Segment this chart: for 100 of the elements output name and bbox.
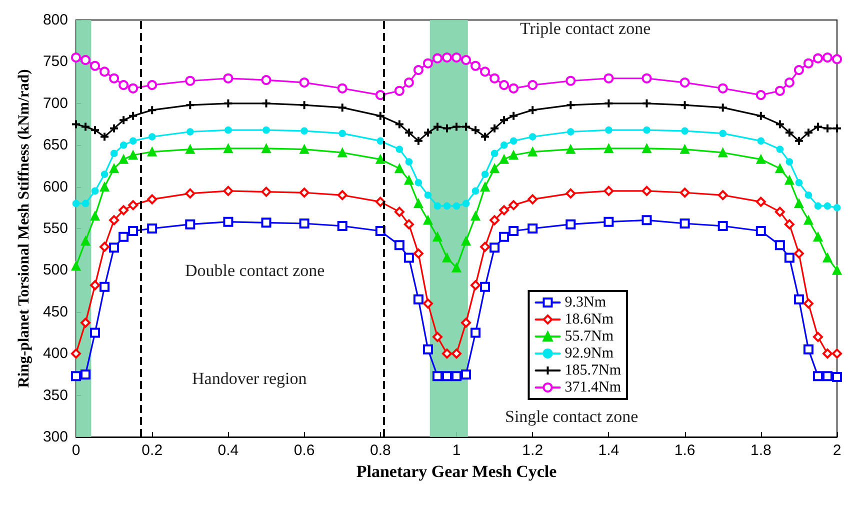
point [90,60,100,71]
point [413,294,424,304]
point [299,100,310,110]
point [338,148,347,158]
x-tick-label: 0.8 [370,442,391,459]
point [422,128,433,138]
point [300,127,308,135]
point [832,266,842,275]
point [452,371,462,382]
point [803,344,814,354]
point [490,73,500,84]
y-tick-label: 400 [42,345,68,362]
point [109,123,120,134]
point [110,150,118,158]
legend-label: 9.3Nm [564,294,606,310]
point [109,215,120,226]
annotation: Triple contact zone [520,19,651,38]
point [499,205,510,216]
point [500,141,508,149]
point [756,154,766,164]
point [774,86,785,96]
x-tick-label: 1.6 [674,442,696,459]
point [566,100,576,110]
point [813,232,823,242]
x-tick-label: 0.6 [294,442,315,459]
point [680,144,690,154]
point [508,83,519,94]
legend-label: 92.9Nm [564,346,614,362]
point [337,190,348,200]
point [223,98,234,108]
y-tick-label: 700 [42,94,68,112]
point [812,53,823,64]
point [404,175,414,185]
annotation: Handover region [192,369,308,388]
point [803,128,814,138]
y-tick-label: 300 [42,428,68,446]
point [442,348,452,359]
point [118,232,129,242]
point [803,58,814,68]
y-tick-label: 550 [42,220,68,237]
point [822,371,832,382]
y-tick-label: 450 [42,303,68,320]
point [100,182,110,192]
point [461,122,472,132]
point [80,122,91,132]
point [774,119,785,130]
point [784,128,794,138]
x-tick-label: 2 [832,442,842,459]
point [480,282,490,292]
point [832,54,842,64]
point [566,188,576,198]
point [784,252,794,263]
point [566,76,576,86]
point [824,202,832,210]
point [490,242,500,253]
point [223,186,234,196]
point [185,219,196,230]
point [795,178,803,186]
point [775,164,785,174]
y-tick-label: 750 [42,53,68,70]
point [80,318,91,328]
point [490,215,500,226]
legend-label: 371.4Nm [564,380,622,396]
point [405,158,413,166]
point [461,369,472,380]
point [261,218,272,228]
point [642,144,652,154]
point [375,110,386,121]
point [128,110,138,121]
point [434,202,442,210]
point [490,150,498,158]
point [71,52,81,63]
point [832,372,842,382]
point [100,170,108,178]
point [528,80,538,90]
point [490,164,500,174]
point [376,154,386,164]
point [490,123,500,134]
point [508,226,519,236]
point [481,170,489,178]
point [300,144,309,154]
point [90,328,100,338]
point [414,178,422,186]
point [118,154,128,164]
point [432,332,442,342]
point [261,98,272,108]
point [804,216,814,225]
point [90,125,100,136]
point [833,204,841,212]
point [784,175,794,185]
point [528,105,538,116]
point [756,196,766,207]
point [422,344,433,354]
point [100,132,110,142]
point [804,191,812,199]
y-tick-label: 650 [42,136,68,154]
point [470,125,481,136]
x-tick-label: 0.2 [142,442,163,459]
point [261,186,272,197]
point [91,187,99,195]
